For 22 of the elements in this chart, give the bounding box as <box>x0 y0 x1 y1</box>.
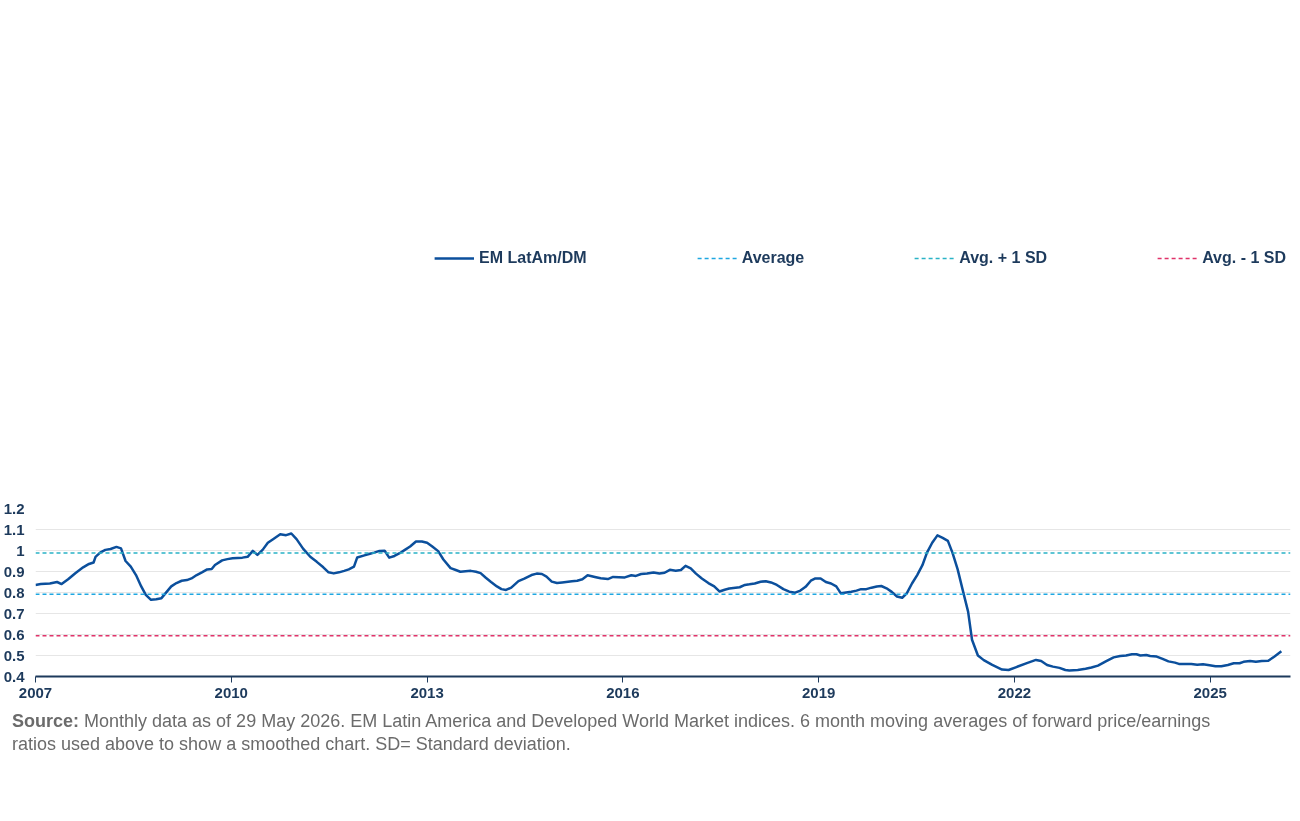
y-tick-label: 0.5 <box>3 646 25 664</box>
x-tick-label: 2007 <box>18 683 53 701</box>
x-tick-label: 2010 <box>214 683 248 701</box>
y-tick-label: 0.7 <box>3 604 25 622</box>
y-tick-label: 0.8 <box>3 583 25 601</box>
legend-label: Avg. - 1 SD <box>1202 249 1286 267</box>
y-tick-label: 0.6 <box>3 625 25 643</box>
y-tick-label: 0.4 <box>3 667 26 685</box>
x-tick-label: 2025 <box>1193 683 1227 701</box>
x-tick-label: 2016 <box>606 683 640 701</box>
line-series <box>35 532 1283 672</box>
x-tick-label: 2019 <box>801 683 836 701</box>
source-note: Source: Monthly data as of 29 May 2026. EM Latin America and Developed World Market indices. 6 month moving averages of forward price/earnings ratios used above to show a smoothed chart. SD= Standard deviation. <box>12 710 1212 757</box>
x-tick-label: 2013 <box>410 683 444 701</box>
y-tick-label: 1.1 <box>3 520 25 538</box>
legend-label: Average <box>741 249 805 267</box>
x-tick-label: 2022 <box>997 683 1032 701</box>
y-tick-label: 0.9 <box>3 562 25 580</box>
y-tick-label: 1 <box>16 541 25 559</box>
legend-label: EM LatAm/DM <box>479 249 587 267</box>
legend-label: Avg. + 1 SD <box>959 249 1048 267</box>
y-tick-label: 1.2 <box>3 499 25 517</box>
